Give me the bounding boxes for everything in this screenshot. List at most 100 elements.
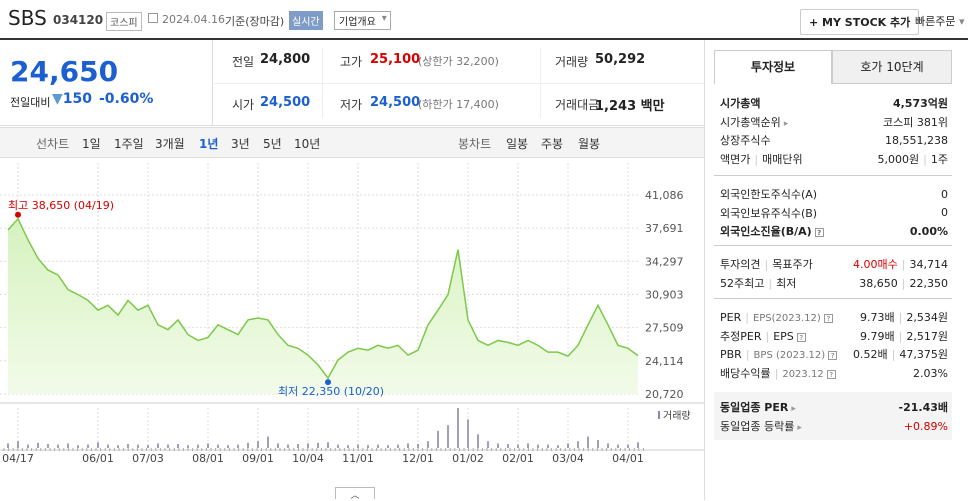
volume-legend-icon bbox=[658, 411, 660, 419]
period-tab[interactable]: 5년 bbox=[263, 137, 282, 151]
company-button[interactable]: 기업개요 ▾ bbox=[334, 11, 391, 30]
row-label: 동일업종 PER bbox=[720, 401, 789, 414]
stock-name: SBS bbox=[8, 6, 47, 30]
row-values: 0.52배 | 47,375원 bbox=[853, 346, 948, 362]
volume-bar bbox=[227, 445, 229, 448]
period-tab[interactable]: 1주일 bbox=[114, 137, 144, 151]
period-tab[interactable]: 3년 bbox=[231, 137, 250, 151]
row-values: 18,551,238 bbox=[885, 134, 948, 147]
y-tick-label: 37,691 bbox=[645, 222, 684, 235]
candle-tab[interactable]: 주봉 bbox=[541, 137, 564, 151]
volume-bar bbox=[147, 445, 149, 448]
volume-bar bbox=[397, 444, 399, 448]
row-value: 22,350 bbox=[909, 276, 949, 290]
row-labels: 상장주식수 bbox=[720, 132, 771, 148]
row-label: 시가총액순위 bbox=[720, 115, 781, 129]
row-value: 9.79배 bbox=[860, 329, 895, 343]
row-label: 상장주식수 bbox=[720, 134, 771, 148]
divider bbox=[0, 125, 704, 126]
info-row: 시가총액순위 ▸ 코스피 381위 bbox=[720, 113, 948, 131]
row-values: 2.03% bbox=[913, 367, 948, 380]
info-row: 외국인한도주식수(A) 0 bbox=[720, 185, 948, 203]
row-value: 47,375원 bbox=[899, 348, 948, 362]
help-icon: ? bbox=[823, 313, 833, 323]
period-tab[interactable]: 3개월 bbox=[155, 137, 185, 151]
quote-label: 거래대금 bbox=[555, 98, 600, 112]
volume-bar bbox=[627, 444, 629, 448]
row-label: 매매단위 bbox=[762, 153, 803, 167]
period-tab[interactable]: 10년 bbox=[294, 137, 321, 151]
volume-bar bbox=[177, 444, 179, 448]
volume-bar bbox=[167, 444, 169, 448]
volume-bar bbox=[537, 444, 539, 448]
row-values: 9.79배 | 2,517원 bbox=[860, 328, 948, 344]
quick-order[interactable]: 빠른주문 ▾ bbox=[915, 15, 965, 28]
row-value: 5,000원 bbox=[877, 153, 920, 167]
volume-bar bbox=[217, 444, 219, 448]
row-value: +0.89% bbox=[903, 419, 948, 433]
quick-text: 빠른주문 bbox=[915, 15, 956, 28]
quote-extra: (하한가 17,400) bbox=[418, 98, 499, 111]
row-labels: PER | EPS(2023.12)? bbox=[720, 311, 833, 324]
volume-bar bbox=[417, 444, 419, 448]
period-tab[interactable]: 1년 bbox=[199, 137, 219, 151]
volume-bar bbox=[247, 442, 249, 448]
row-value: 2,517원 bbox=[906, 329, 948, 343]
volume-bar bbox=[467, 419, 469, 448]
volume-bar bbox=[407, 443, 409, 448]
row-labels: 외국인소진율(B/A)? bbox=[720, 223, 824, 239]
x-tick-label: 07/03 bbox=[132, 452, 164, 465]
low-label: 최저 22,350 (10/20) bbox=[278, 385, 384, 398]
change-rate: -0.60% bbox=[99, 91, 154, 107]
volume-bar bbox=[307, 443, 309, 448]
info-row: PBR | BPS (2023.12)? 0.52배 | 47,375원 bbox=[720, 345, 948, 363]
candle-tab[interactable]: 월봉 bbox=[578, 137, 601, 151]
row-label: 시가총액 bbox=[720, 97, 761, 110]
row-label: 외국인보유주식수(B) bbox=[720, 206, 818, 220]
volume-bar bbox=[427, 441, 429, 448]
volume-bar bbox=[7, 443, 9, 448]
quote-value: 50,292 bbox=[595, 52, 646, 67]
separator: | bbox=[745, 347, 750, 361]
row-labels: 52주최고 | 최저 bbox=[720, 275, 796, 291]
row-label: 최저 bbox=[776, 277, 797, 290]
x-tick-label: 11/01 bbox=[342, 452, 374, 465]
section-line bbox=[714, 245, 952, 246]
volume-bar bbox=[377, 444, 379, 448]
info-tab[interactable]: 호가 10단계 bbox=[832, 50, 952, 84]
change: ▼150 bbox=[52, 91, 93, 107]
high-marker bbox=[15, 211, 21, 218]
volume-bar bbox=[517, 444, 519, 448]
period-tab[interactable]: 1일 bbox=[82, 137, 101, 151]
row-value: 0.00% bbox=[909, 224, 948, 238]
row-values: -21.43배 bbox=[899, 399, 948, 415]
candle-chart-label: 봉차트 bbox=[458, 137, 492, 151]
info-tab[interactable]: 투자정보 bbox=[714, 50, 832, 84]
row-values: +0.89% bbox=[904, 420, 948, 433]
market-badge: 코스피 bbox=[106, 12, 142, 31]
volume-bar bbox=[327, 442, 329, 448]
candle-tab[interactable]: 일봉 bbox=[506, 137, 529, 151]
mystock-button[interactable]: + MY STOCK 추가 bbox=[800, 9, 920, 35]
volume-bar bbox=[207, 443, 209, 448]
x-tick-label: 10/04 bbox=[292, 452, 324, 465]
volume-bar bbox=[257, 441, 259, 448]
volume-bar bbox=[567, 443, 569, 448]
low-marker bbox=[325, 379, 331, 386]
volume-bar bbox=[637, 442, 639, 448]
y-tick-label: 41,086 bbox=[645, 189, 684, 202]
separator: | bbox=[891, 348, 896, 362]
row-values: 5,000원 | 1주 bbox=[878, 151, 948, 167]
x-tick-label: 04/17 bbox=[2, 452, 34, 465]
volume-bar bbox=[137, 444, 139, 448]
x-tick-label: 04/01 bbox=[612, 452, 644, 465]
volume-bar bbox=[577, 441, 579, 448]
x-tick-label: 03/04 bbox=[552, 452, 584, 465]
row-value: 1주 bbox=[930, 153, 948, 167]
expand-button[interactable]: ︿ bbox=[335, 487, 375, 501]
row-values: 코스피 381위 bbox=[883, 114, 948, 130]
y-tick-label: 20,720 bbox=[645, 388, 684, 401]
quote-value: 1,243 백만 bbox=[595, 99, 665, 114]
row-labels: 배당수익률 | 2023.12? bbox=[720, 365, 836, 381]
volume-bar bbox=[347, 445, 349, 448]
